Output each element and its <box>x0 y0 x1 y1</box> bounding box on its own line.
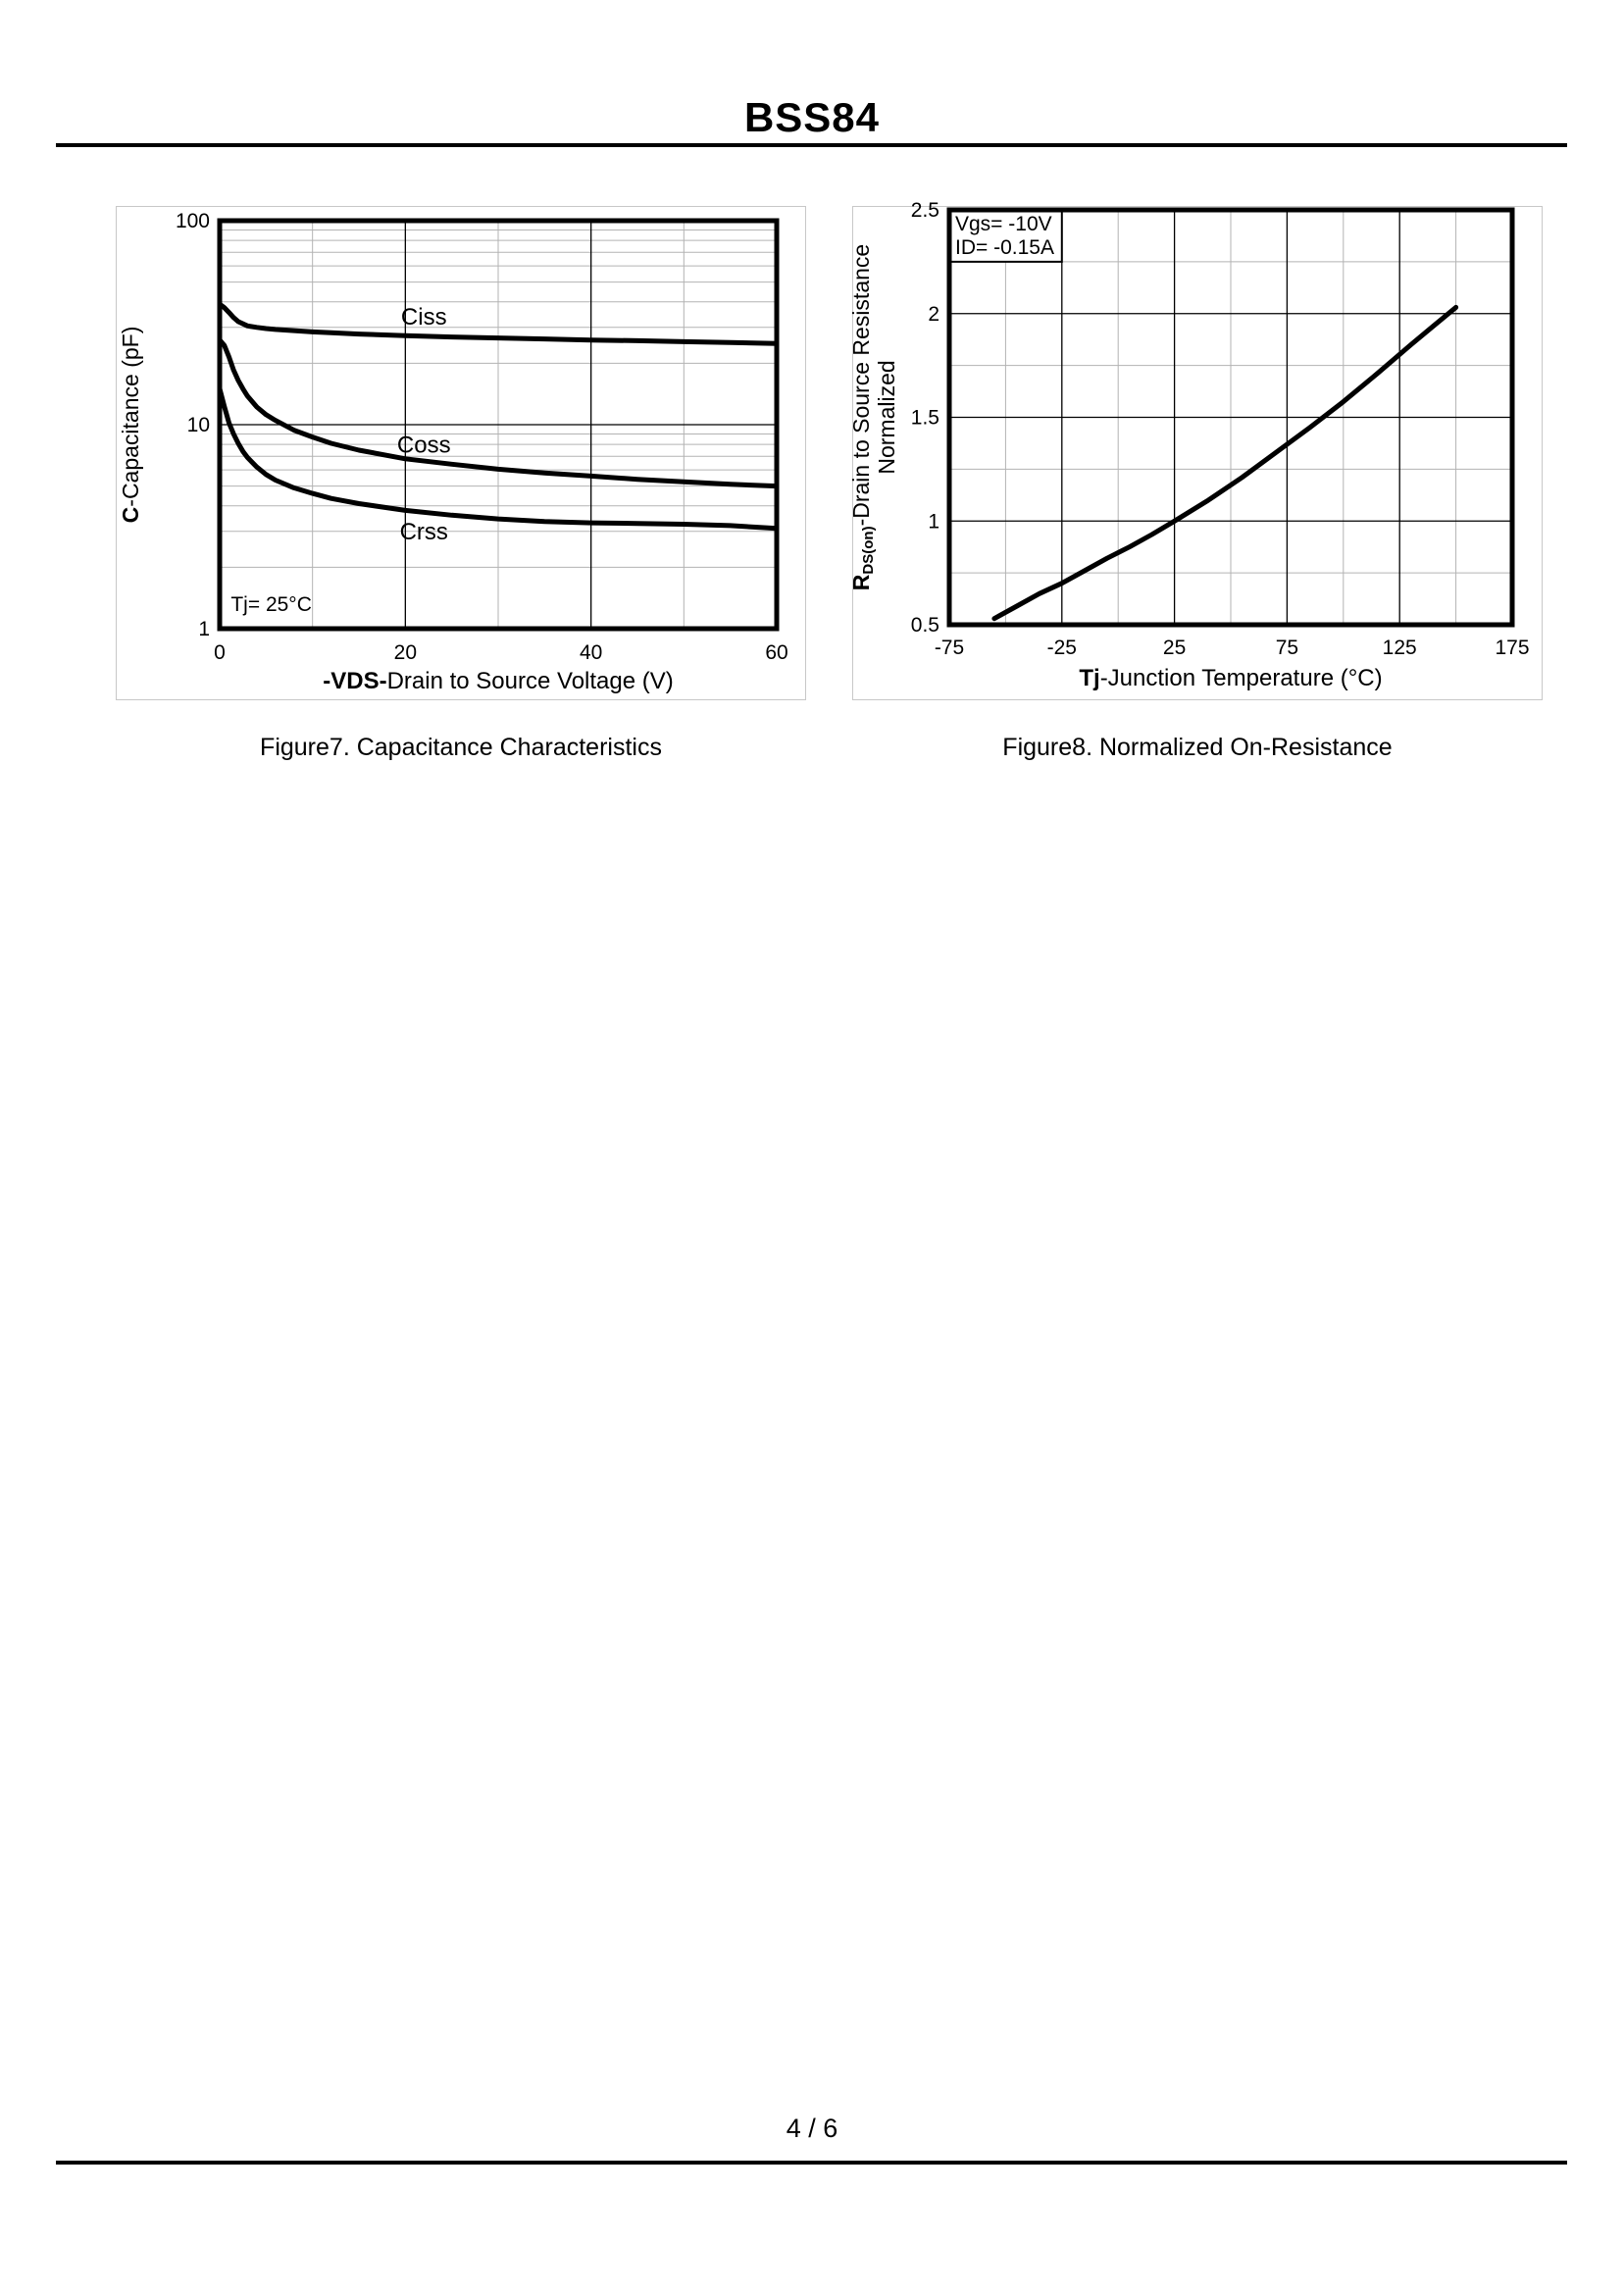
curve-rds-on-normalized <box>991 304 1459 622</box>
figure8-caption: Figure8. Normalized On-Resistance <box>1002 734 1393 761</box>
y-tick-label: 1 <box>198 618 210 640</box>
y-tick-label: 0.5 <box>911 614 939 637</box>
plot-border <box>217 218 780 632</box>
y-axis-title: C-Capacitance (pF) <box>118 327 143 524</box>
y-tick-label: 100 <box>176 210 210 232</box>
x-tick-label: 40 <box>580 641 602 664</box>
curve-crss <box>217 385 780 532</box>
x-tick-label: 60 <box>765 641 787 664</box>
figure7-panel: Ciss Coss Crss Tj= 25°C 0 20 40 60 1 10 100 -VDS-Dr… <box>116 206 806 700</box>
y-tick-label: 1 <box>928 510 939 533</box>
y-tick-label: 1.5 <box>911 407 939 430</box>
curve-label-crss: Crss <box>400 519 448 545</box>
plot-border <box>946 207 1515 628</box>
test-condition-text: Vgs= -10V <box>955 213 1052 235</box>
figure7-caption: Figure7. Capacitance Characteristics <box>260 734 662 761</box>
y-axis-title: RDS(on)-Drain to Source Resistance <box>848 244 877 590</box>
x-tick-label: -25 <box>1047 637 1077 659</box>
x-tick-label: 25 <box>1163 637 1186 659</box>
test-conditions-box <box>948 209 1063 263</box>
curve-label-ciss: Ciss <box>401 304 447 331</box>
header-rule <box>56 143 1567 147</box>
figure8-panel: Vgs= -10V ID= -0.15A -75 -25 25 75 125 175 0.5 1 1… <box>848 199 1543 700</box>
x-tick-label: -75 <box>935 637 964 659</box>
curve-label-coss: Coss <box>397 432 451 458</box>
curve-coss <box>217 337 780 489</box>
x-tick-label: 75 <box>1276 637 1298 659</box>
curve-ciss <box>217 301 780 346</box>
x-tick-label: 125 <box>1383 637 1417 659</box>
y-tick-label: 10 <box>187 414 210 436</box>
page-number: 4 / 6 <box>786 2114 838 2143</box>
x-tick-label: 0 <box>214 641 226 664</box>
annotation-text: Tj= 25°C <box>230 593 312 616</box>
x-tick-label: 175 <box>1495 637 1529 659</box>
capacitance-chart: Ciss Coss Crss Tj= 25°C 0 20 40 60 1 10 100 -VDS-Dr… <box>118 210 788 694</box>
y-axis-title: Normalized <box>874 360 899 474</box>
x-axis-title: -VDS-Drain to Source Voltage (V) <box>323 668 674 694</box>
y-tick-label: 2.5 <box>911 199 939 222</box>
y-tick-label: 2 <box>928 303 939 326</box>
footer-rule <box>56 2161 1567 2165</box>
x-axis-title: Tj-Junction Temperature (°C) <box>1079 665 1382 691</box>
x-tick-label: 20 <box>394 641 417 664</box>
test-condition-text: ID= -0.15A <box>955 236 1054 259</box>
page-title: BSS84 <box>743 94 881 140</box>
